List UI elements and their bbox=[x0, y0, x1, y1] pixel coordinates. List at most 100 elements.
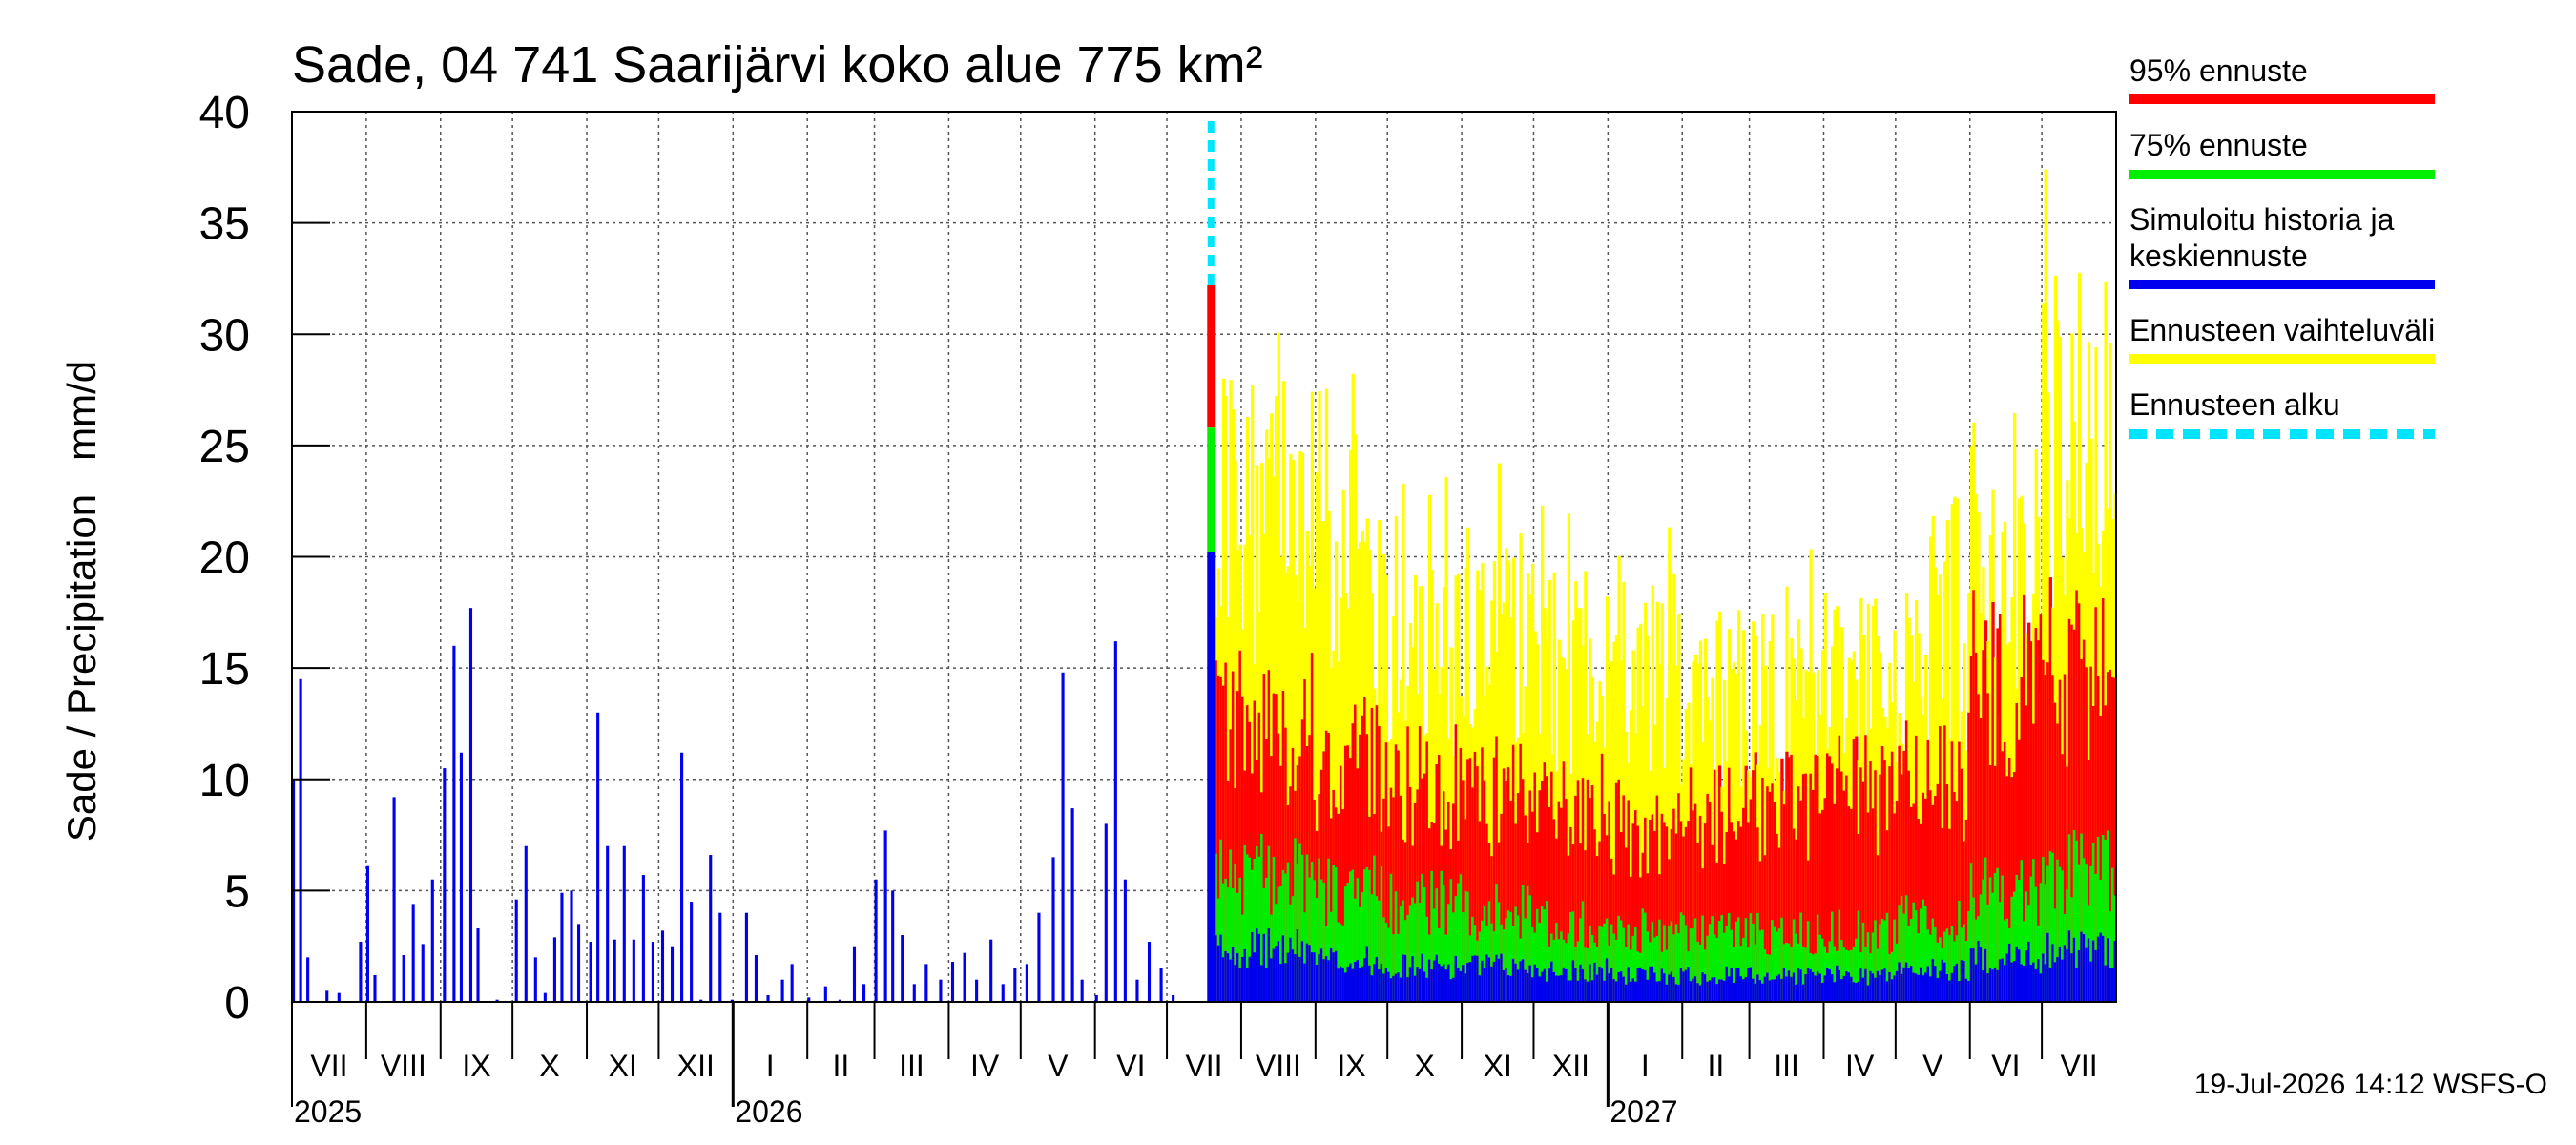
forecast-p75-bar bbox=[1543, 909, 1547, 1002]
forecast-median-bar bbox=[1425, 977, 1429, 1002]
forecast-median-bar bbox=[1380, 963, 1383, 1002]
forecast-range-bar bbox=[1265, 429, 1269, 1002]
forecast-range-bar bbox=[1289, 453, 1293, 1002]
forecast-range-bar bbox=[1413, 575, 1418, 1002]
forecast-median-bar bbox=[1993, 967, 1998, 1002]
forecast-p95-bar bbox=[1818, 813, 1822, 1002]
forecast-p75-bar bbox=[1818, 934, 1822, 1002]
forecast-range-bar bbox=[1567, 513, 1570, 1002]
forecast-p75-bar bbox=[1387, 927, 1391, 1002]
history-bar bbox=[780, 979, 784, 1002]
forecast-median-bar bbox=[1936, 977, 1940, 1002]
forecast-p95-bar bbox=[1576, 780, 1581, 1002]
forecast-p95-bar bbox=[1665, 826, 1669, 1002]
forecast-p95-bar bbox=[1310, 653, 1315, 1002]
forecast-median-bar bbox=[1758, 980, 1762, 1002]
month-label: III bbox=[1774, 1049, 1799, 1083]
forecast-p95-bar bbox=[1548, 806, 1551, 1002]
forecast-median-bar bbox=[1462, 965, 1465, 1002]
forecast-p95-bar bbox=[1900, 774, 1904, 1002]
forecast-p75-bar bbox=[1763, 949, 1767, 1002]
forecast-p95-bar bbox=[1828, 756, 1832, 1002]
forecast-p75-bar bbox=[2001, 875, 2005, 1002]
forecast-p95-bar bbox=[2037, 640, 2041, 1002]
forecast-p95-bar bbox=[1825, 753, 1830, 1002]
forecast-p75-bar bbox=[1693, 918, 1698, 1002]
history-bar bbox=[476, 928, 480, 1002]
forecast-p75-bar bbox=[1423, 887, 1427, 1002]
forecast-p75-bar bbox=[1840, 940, 1844, 1002]
forecast-p95-bar bbox=[1262, 674, 1266, 1002]
forecast-median-bar bbox=[1444, 969, 1448, 1002]
forecast-median-bar bbox=[1435, 954, 1439, 1002]
forecast-p75-bar bbox=[1850, 949, 1854, 1002]
forecast-p75-bar bbox=[1478, 931, 1482, 1002]
forecast-range-bar bbox=[1318, 391, 1321, 1002]
forecast-p75-bar bbox=[1801, 946, 1806, 1002]
forecast-median-bar bbox=[1440, 966, 1444, 1002]
forecast-median-bar bbox=[2063, 945, 2067, 1002]
forecast-p75-bar bbox=[1279, 885, 1283, 1002]
forecast-p75-bar bbox=[1462, 911, 1465, 1002]
history-bar bbox=[651, 942, 654, 1002]
forecast-p75-bar bbox=[2056, 859, 2060, 1002]
forecast-p95-bar bbox=[1253, 700, 1257, 1002]
forecast-p95-bar bbox=[1506, 767, 1511, 1002]
forecast-p75-bar bbox=[1343, 886, 1348, 1002]
forecast-median-bar bbox=[1787, 970, 1792, 1002]
forecast-p95-bar bbox=[2034, 628, 2038, 1002]
forecast-p95-bar bbox=[1735, 839, 1738, 1002]
forecast-p95-bar bbox=[1275, 694, 1278, 1002]
forecast-median-bar bbox=[1900, 973, 1904, 1002]
forecast-p75-bar bbox=[1322, 882, 1326, 1002]
forecast-p95-bar bbox=[1859, 767, 1863, 1002]
forecast-p75-bar bbox=[1622, 927, 1626, 1002]
forecast-p75-bar bbox=[1641, 908, 1645, 1002]
forecast-median-bar bbox=[1315, 965, 1319, 1002]
forecast-median-bar bbox=[1998, 959, 2003, 1002]
forecast-median-bar bbox=[1284, 963, 1288, 1002]
month-label: XII bbox=[677, 1049, 715, 1083]
forecast-p95-bar bbox=[1948, 828, 1952, 1002]
forecast-p75-bar bbox=[1909, 919, 1914, 1002]
forecast-p75-bar bbox=[1816, 914, 1820, 1002]
chart-title: Sade, 04 741 Saarijärvi koko alue 775 km… bbox=[292, 36, 1263, 94]
forecast-p75-bar bbox=[2012, 891, 2017, 1002]
forecast-p75-bar bbox=[1831, 911, 1835, 1002]
forecast-p95-bar bbox=[1240, 696, 1245, 1002]
forecast-p75-bar bbox=[1464, 890, 1467, 1002]
forecast-p95-bar bbox=[1866, 812, 1871, 1002]
forecast-median-bar bbox=[1279, 964, 1283, 1002]
forecast-median-bar bbox=[1219, 934, 1223, 1002]
forecast-range-bar bbox=[1668, 527, 1672, 1002]
forecast-p75-bar bbox=[2104, 839, 2108, 1002]
forecast-p75-bar bbox=[2070, 897, 2074, 1002]
forecast-median-bar bbox=[2067, 930, 2072, 1002]
forecast-median-bar bbox=[1823, 975, 1827, 1002]
forecast-median-bar bbox=[1389, 978, 1394, 1002]
forecast-p75-bar bbox=[1245, 854, 1250, 1002]
forecast-p75-bar bbox=[1272, 856, 1276, 1002]
forecast-median-bar bbox=[1996, 969, 2000, 1002]
forecast-median-bar bbox=[1874, 977, 1878, 1002]
forecast-median-bar bbox=[1466, 962, 1470, 1002]
forecast-p75-bar bbox=[1555, 923, 1559, 1002]
forecast-p95-bar bbox=[1574, 795, 1578, 1002]
month-label: IV bbox=[1845, 1049, 1875, 1083]
history-bar bbox=[543, 992, 547, 1002]
forecast-p95-bar bbox=[1861, 781, 1865, 1002]
forecast-median-bar bbox=[2094, 949, 2098, 1002]
forecast-median-bar bbox=[2099, 932, 2103, 1002]
forecast-median-bar bbox=[1502, 970, 1506, 1002]
forecast-p95-bar bbox=[1823, 798, 1827, 1002]
forecast-median-bar bbox=[1792, 972, 1797, 1002]
forecast-median-bar bbox=[1619, 971, 1624, 1002]
forecast-p75-bar bbox=[1624, 947, 1629, 1002]
forecast-p75-bar bbox=[1617, 915, 1621, 1002]
forecast-p95-bar bbox=[1660, 813, 1664, 1002]
forecast-median-bar bbox=[1720, 979, 1724, 1002]
forecast-median-bar bbox=[1533, 964, 1537, 1002]
forecast-median-bar bbox=[1698, 985, 1703, 1002]
forecast-median-bar bbox=[1402, 954, 1405, 1002]
forecast-median-bar bbox=[1305, 943, 1310, 1002]
